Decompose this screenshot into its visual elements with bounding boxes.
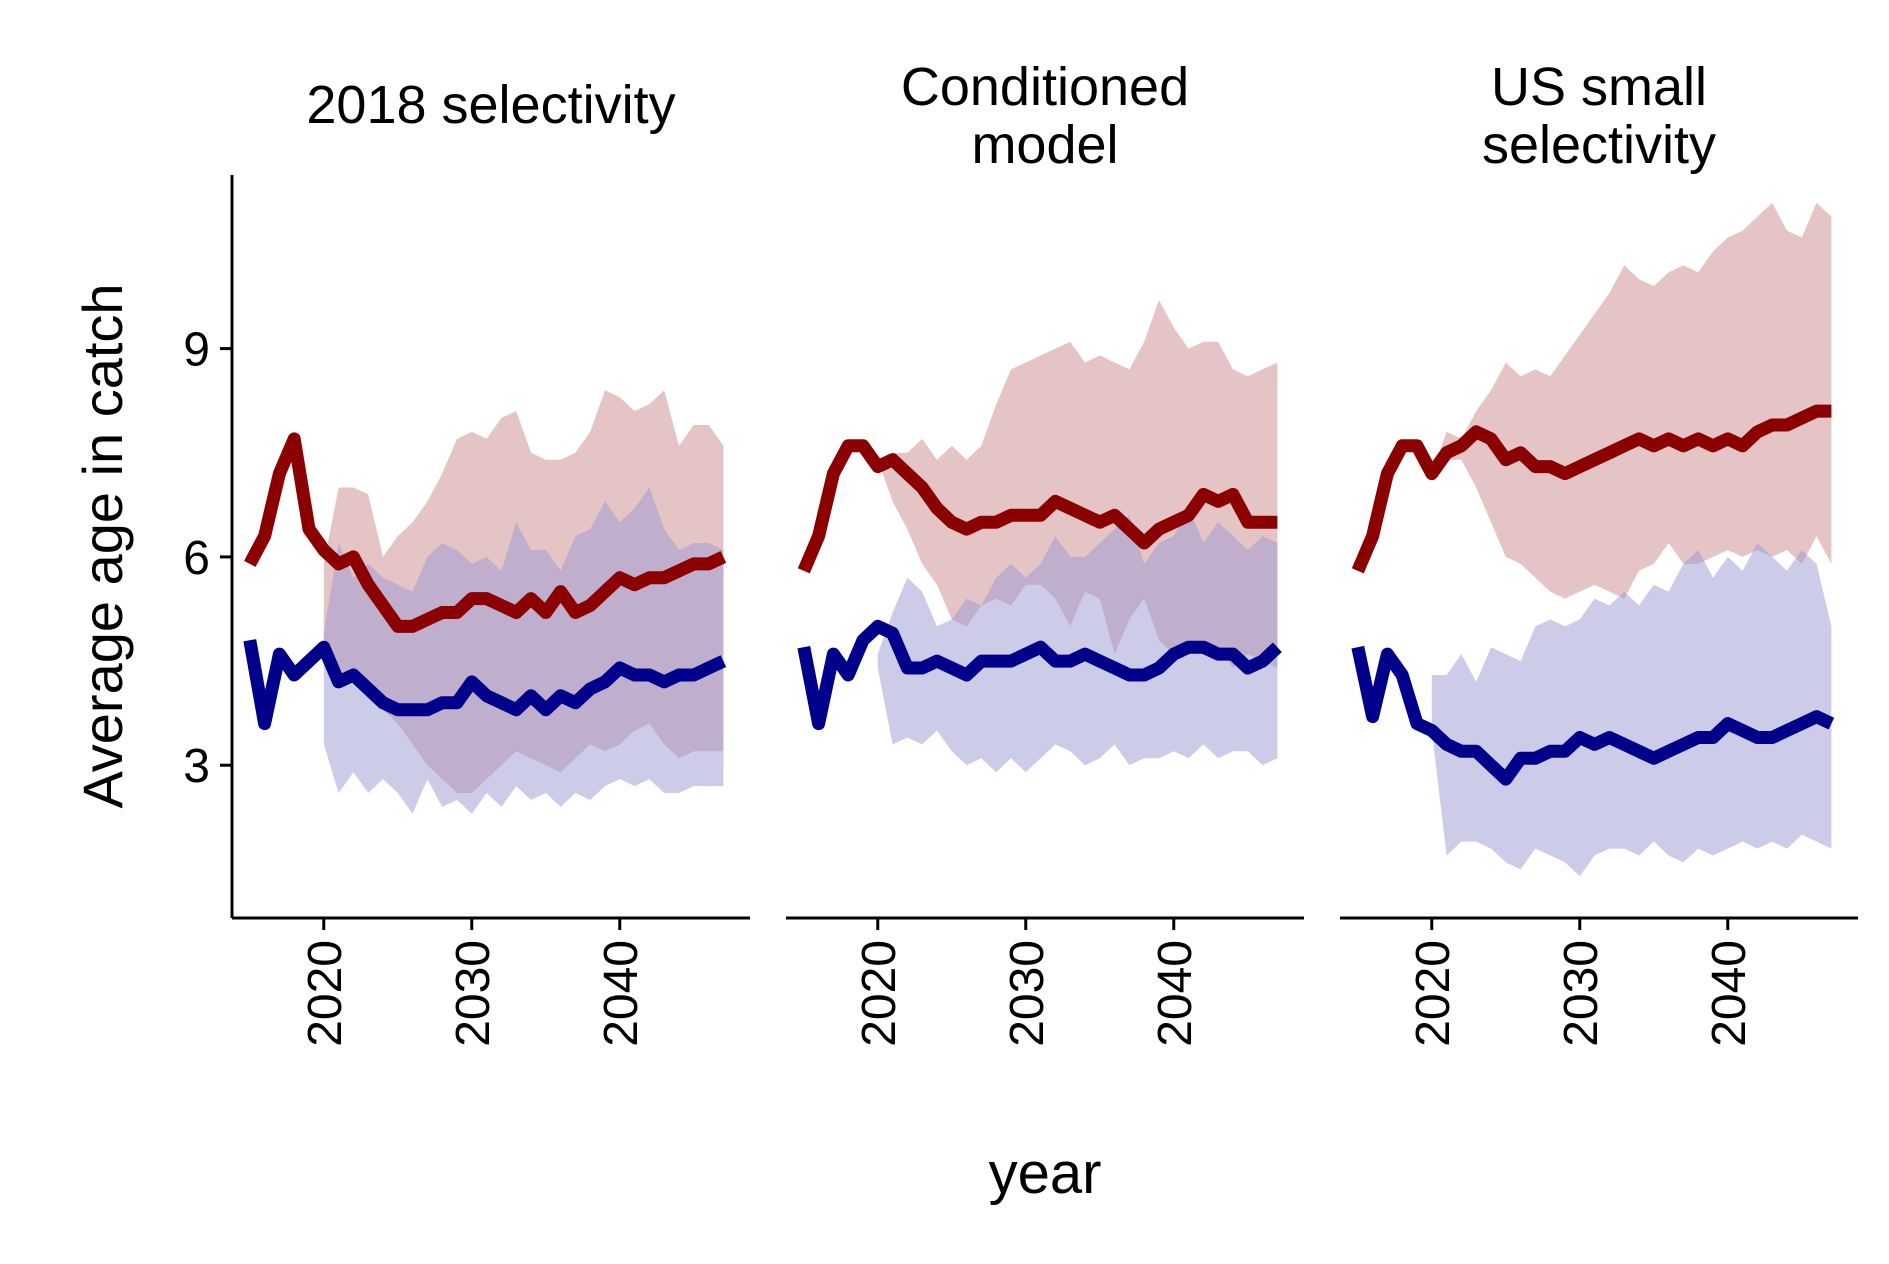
x-tick-label: 2030 <box>1001 940 1054 1047</box>
panel-title: 2018 selectivity <box>306 75 675 135</box>
uncertainty-band-1 <box>1431 202 1832 599</box>
panel-title: Conditioned <box>901 57 1189 117</box>
panel-title: model <box>971 115 1118 175</box>
uncertainty-band-2 <box>323 487 724 814</box>
y-tick-label: 3 <box>183 740 210 793</box>
uncertainty-band-2 <box>1431 543 1832 877</box>
series-line-1 <box>1351 404 1832 574</box>
x-tick-label: 2040 <box>1149 940 1202 1047</box>
y-tick-label: 9 <box>183 324 210 377</box>
x-axis-title: year <box>989 1141 1102 1206</box>
series-line-1 <box>244 432 727 633</box>
x-tick-label: 2020 <box>853 940 906 1047</box>
panel-title: selectivity <box>1482 115 1716 175</box>
x-tick-label: 2030 <box>447 940 500 1047</box>
series-line-2 <box>243 639 727 731</box>
y-axis-title: Average age in catch <box>71 283 134 808</box>
x-tick-label: 2020 <box>299 940 352 1047</box>
x-tick-label: 2030 <box>1555 940 1608 1047</box>
x-tick-label: 2040 <box>595 940 648 1047</box>
uncertainty-band-2 <box>877 508 1278 773</box>
panel-title: US small <box>1491 57 1707 117</box>
series-line-2 <box>1351 645 1835 786</box>
y-tick-label: 6 <box>183 532 210 585</box>
x-tick-label: 2040 <box>1703 940 1756 1047</box>
series-line-1 <box>797 439 1278 574</box>
x-tick-label: 2020 <box>1407 940 1460 1047</box>
series-line-2 <box>797 619 1282 731</box>
panel-1: 2020 2030 2040 2018 selectivity 3 6 9 <box>183 75 750 1047</box>
